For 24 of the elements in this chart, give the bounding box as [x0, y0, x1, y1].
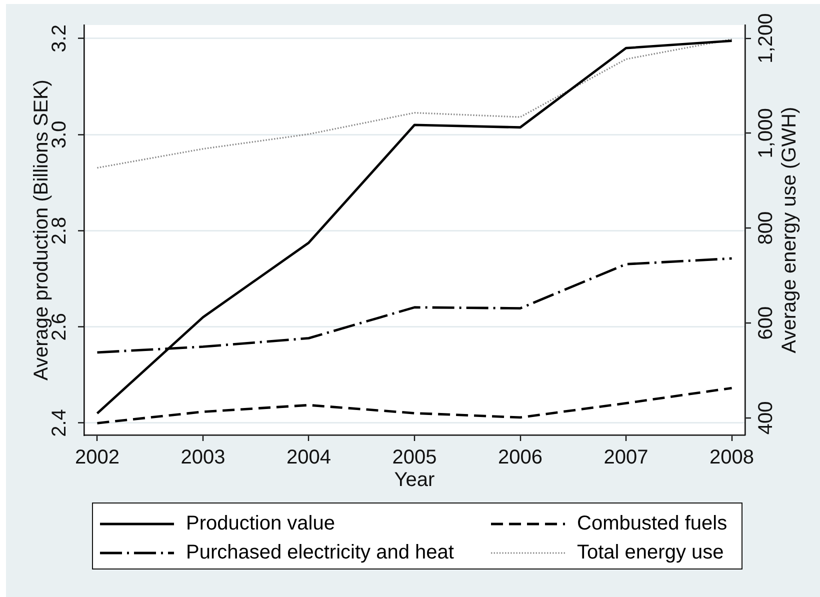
x-tick-label: 2003	[180, 446, 226, 469]
legend-label: Combusted fuels	[577, 512, 728, 535]
legend-label: Purchased electricity and heat	[186, 542, 454, 564]
x-tick-label: 2008	[710, 446, 754, 469]
x-axis-title: Year	[394, 469, 436, 492]
legend-label: Production value	[186, 512, 335, 535]
y2-tick-label: 1,000	[755, 108, 778, 158]
legend-label: Total energy use	[577, 542, 724, 564]
y2-tick-label: 400	[755, 401, 778, 435]
x-tick-label: 2006	[498, 446, 543, 469]
y2-tick-label: 800	[755, 211, 778, 245]
y-tick-label: 2.8	[48, 216, 71, 245]
y2-tick-label: 1,200	[755, 13, 778, 64]
line-series	[96, 38, 733, 169]
x-tick-label: 2004	[286, 446, 331, 469]
y-tick-label: 3.2	[48, 24, 71, 52]
x-tick-label: 2007	[604, 446, 648, 469]
line-series	[96, 386, 733, 424]
x-tick-label: 2005	[392, 446, 437, 469]
y-tick-label: 3.0	[48, 120, 71, 148]
x-tick-label: 2002	[74, 446, 120, 469]
y-tick-label: 2.4	[48, 409, 71, 437]
y2-axis-title: Average energy use (GWH)	[778, 106, 801, 354]
y2-tick-label: 600	[755, 306, 778, 340]
